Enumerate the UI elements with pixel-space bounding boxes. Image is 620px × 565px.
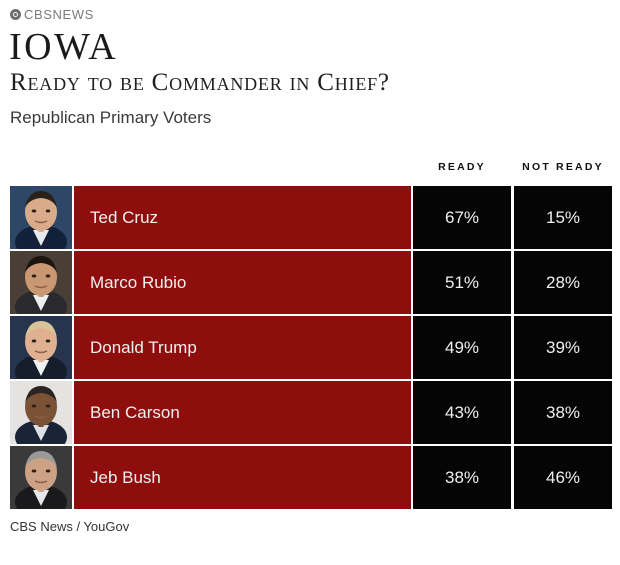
candidate-photo — [10, 381, 72, 444]
candidate-name-bar: Ted Cruz — [74, 186, 411, 249]
candidate-name-bar: Jeb Bush — [74, 446, 411, 509]
candidate-name: Ben Carson — [90, 402, 180, 422]
cbs-eye-icon — [10, 9, 21, 20]
candidate-name-bar: Donald Trump — [74, 316, 411, 379]
table-row: Ben Carson 43% 38% — [0, 381, 620, 444]
table-row: Donald Trump 49% 39% — [0, 316, 620, 379]
audience-label: Republican Primary Voters — [10, 108, 212, 127]
ready-value: 38% — [413, 446, 511, 509]
row-divider — [0, 314, 620, 316]
candidate-name: Marco Rubio — [90, 272, 187, 292]
page-title: IOWA — [9, 26, 119, 68]
table-rows: Ted Cruz 67% 15% Marco Rubio 51% 28% Donald Tr… — [0, 186, 620, 509]
candidate-photo — [10, 446, 72, 509]
cbs-news-wordmark: CBSNEWS — [24, 7, 94, 22]
ready-value: 43% — [413, 381, 511, 444]
row-divider — [0, 249, 620, 251]
candidate-name: Ted Cruz — [90, 207, 159, 227]
table-row: Marco Rubio 51% 28% — [0, 251, 620, 314]
not-ready-value: 38% — [514, 381, 612, 444]
not-ready-value: 28% — [514, 251, 612, 314]
candidate-photo — [10, 251, 72, 314]
candidate-name-bar: Ben Carson — [74, 381, 411, 444]
not-ready-value: 39% — [514, 316, 612, 379]
table-row: Jeb Bush 38% 46% — [0, 446, 620, 509]
candidate-name: Jeb Bush — [90, 467, 161, 487]
column-header-ready: READY — [438, 161, 486, 173]
ready-value: 51% — [413, 251, 511, 314]
table-row: Ted Cruz 67% 15% — [0, 186, 620, 249]
not-ready-value: 15% — [514, 186, 612, 249]
ready-value: 49% — [413, 316, 511, 379]
candidate-photo — [10, 186, 72, 249]
candidate-name-bar: Marco Rubio — [74, 251, 411, 314]
column-header-not-ready: NOT READY — [522, 161, 604, 173]
row-divider — [0, 444, 620, 446]
poll-table: READY NOT READY Ted Cruz 67% 15% Marco Rubi… — [0, 162, 620, 509]
cbs-news-brand: CBSNEWS — [10, 8, 94, 21]
source-credit: CBS News / YouGov — [10, 519, 130, 534]
row-divider — [0, 379, 620, 381]
ready-value: 67% — [413, 186, 511, 249]
candidate-photo — [10, 316, 72, 379]
page-subtitle: Ready to be Commander in Chief? — [10, 69, 390, 96]
not-ready-value: 46% — [514, 446, 612, 509]
table-column-headers: READY NOT READY — [0, 162, 620, 186]
candidate-name: Donald Trump — [90, 337, 197, 357]
